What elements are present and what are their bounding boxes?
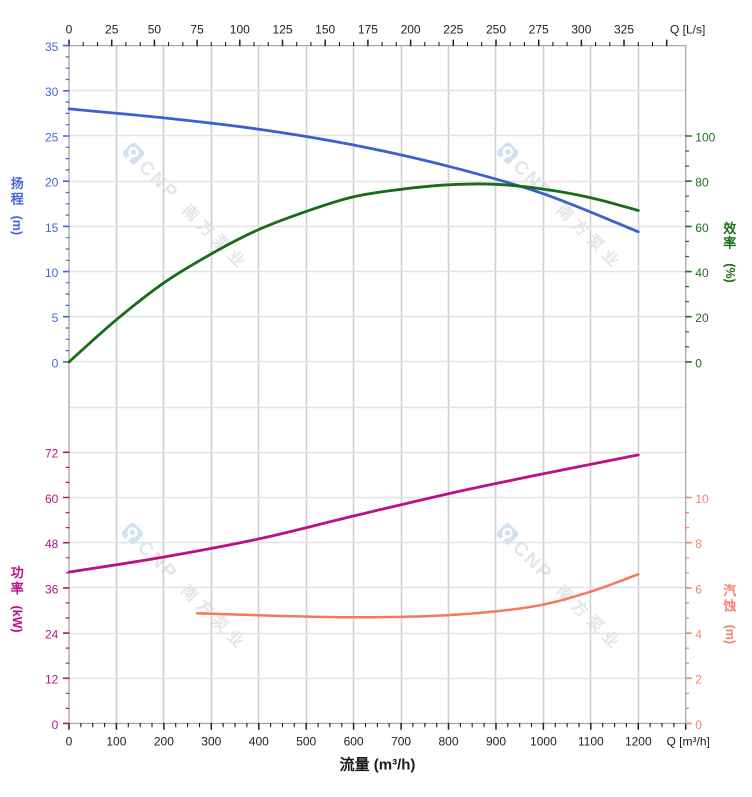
svg-text:扬: 扬 — [11, 176, 24, 191]
svg-text:100: 100 — [230, 22, 250, 36]
svg-text:72: 72 — [45, 447, 59, 461]
svg-text:8: 8 — [695, 537, 702, 551]
svg-text:20: 20 — [695, 311, 709, 325]
svg-text:10: 10 — [695, 492, 709, 506]
svg-text:效: 效 — [723, 221, 737, 236]
svg-text:25: 25 — [45, 130, 59, 144]
svg-text:(kW): (kW) — [10, 605, 24, 632]
svg-text:300: 300 — [571, 22, 591, 36]
svg-text:0: 0 — [695, 356, 702, 370]
svg-text:75: 75 — [190, 22, 204, 36]
svg-text:0: 0 — [695, 718, 702, 732]
svg-text:Q [m³/h]: Q [m³/h] — [667, 734, 710, 748]
svg-text:325: 325 — [614, 22, 634, 36]
svg-text:0: 0 — [52, 356, 59, 370]
svg-text:100: 100 — [695, 130, 715, 144]
svg-text:2: 2 — [695, 673, 702, 687]
svg-text:(m): (m) — [10, 216, 24, 235]
svg-text:5: 5 — [52, 311, 59, 325]
svg-text:率: 率 — [723, 236, 736, 251]
svg-text:150: 150 — [315, 22, 335, 36]
svg-text:Q [L/s]: Q [L/s] — [670, 22, 705, 36]
svg-text:流量 (m³/h): 流量 (m³/h) — [340, 755, 416, 773]
svg-text:1200: 1200 — [625, 734, 652, 748]
svg-text:6: 6 — [695, 582, 702, 596]
svg-text:0: 0 — [52, 718, 59, 732]
svg-text:24: 24 — [45, 628, 59, 642]
svg-text:200: 200 — [154, 734, 174, 748]
svg-text:400: 400 — [249, 734, 269, 748]
svg-text:1100: 1100 — [578, 734, 604, 748]
svg-text:175: 175 — [358, 22, 378, 36]
svg-text:100: 100 — [106, 734, 126, 748]
svg-text:0: 0 — [66, 734, 73, 748]
svg-text:20: 20 — [45, 176, 59, 190]
svg-text:蚀: 蚀 — [722, 598, 736, 613]
svg-text:40: 40 — [695, 266, 709, 280]
svg-text:48: 48 — [45, 537, 59, 551]
svg-text:12: 12 — [45, 673, 59, 687]
svg-text:300: 300 — [201, 734, 221, 748]
svg-text:50: 50 — [148, 22, 162, 36]
svg-text:900: 900 — [486, 734, 506, 748]
svg-text:1000: 1000 — [530, 734, 557, 748]
svg-text:700: 700 — [391, 734, 411, 748]
svg-text:60: 60 — [45, 492, 59, 506]
svg-text:程: 程 — [11, 191, 24, 206]
svg-text:275: 275 — [529, 22, 549, 36]
svg-text:(%): (%) — [723, 263, 737, 282]
svg-text:0: 0 — [66, 22, 73, 36]
svg-text:200: 200 — [401, 22, 421, 36]
svg-text:4: 4 — [695, 628, 702, 642]
svg-text:125: 125 — [272, 22, 292, 36]
svg-text:250: 250 — [486, 22, 506, 36]
svg-text:80: 80 — [695, 176, 709, 190]
svg-text:功: 功 — [11, 565, 24, 580]
svg-text:(m): (m) — [723, 625, 737, 644]
svg-text:25: 25 — [105, 22, 119, 36]
svg-text:500: 500 — [296, 734, 316, 748]
svg-text:35: 35 — [45, 40, 59, 54]
svg-text:10: 10 — [45, 266, 59, 280]
svg-text:36: 36 — [45, 582, 59, 596]
svg-text:800: 800 — [438, 734, 458, 748]
svg-text:600: 600 — [344, 734, 364, 748]
svg-text:15: 15 — [45, 221, 59, 235]
svg-text:率: 率 — [11, 581, 24, 596]
svg-text:60: 60 — [695, 221, 709, 235]
svg-text:225: 225 — [443, 22, 463, 36]
svg-text:30: 30 — [45, 85, 59, 99]
svg-text:汽: 汽 — [723, 583, 736, 598]
